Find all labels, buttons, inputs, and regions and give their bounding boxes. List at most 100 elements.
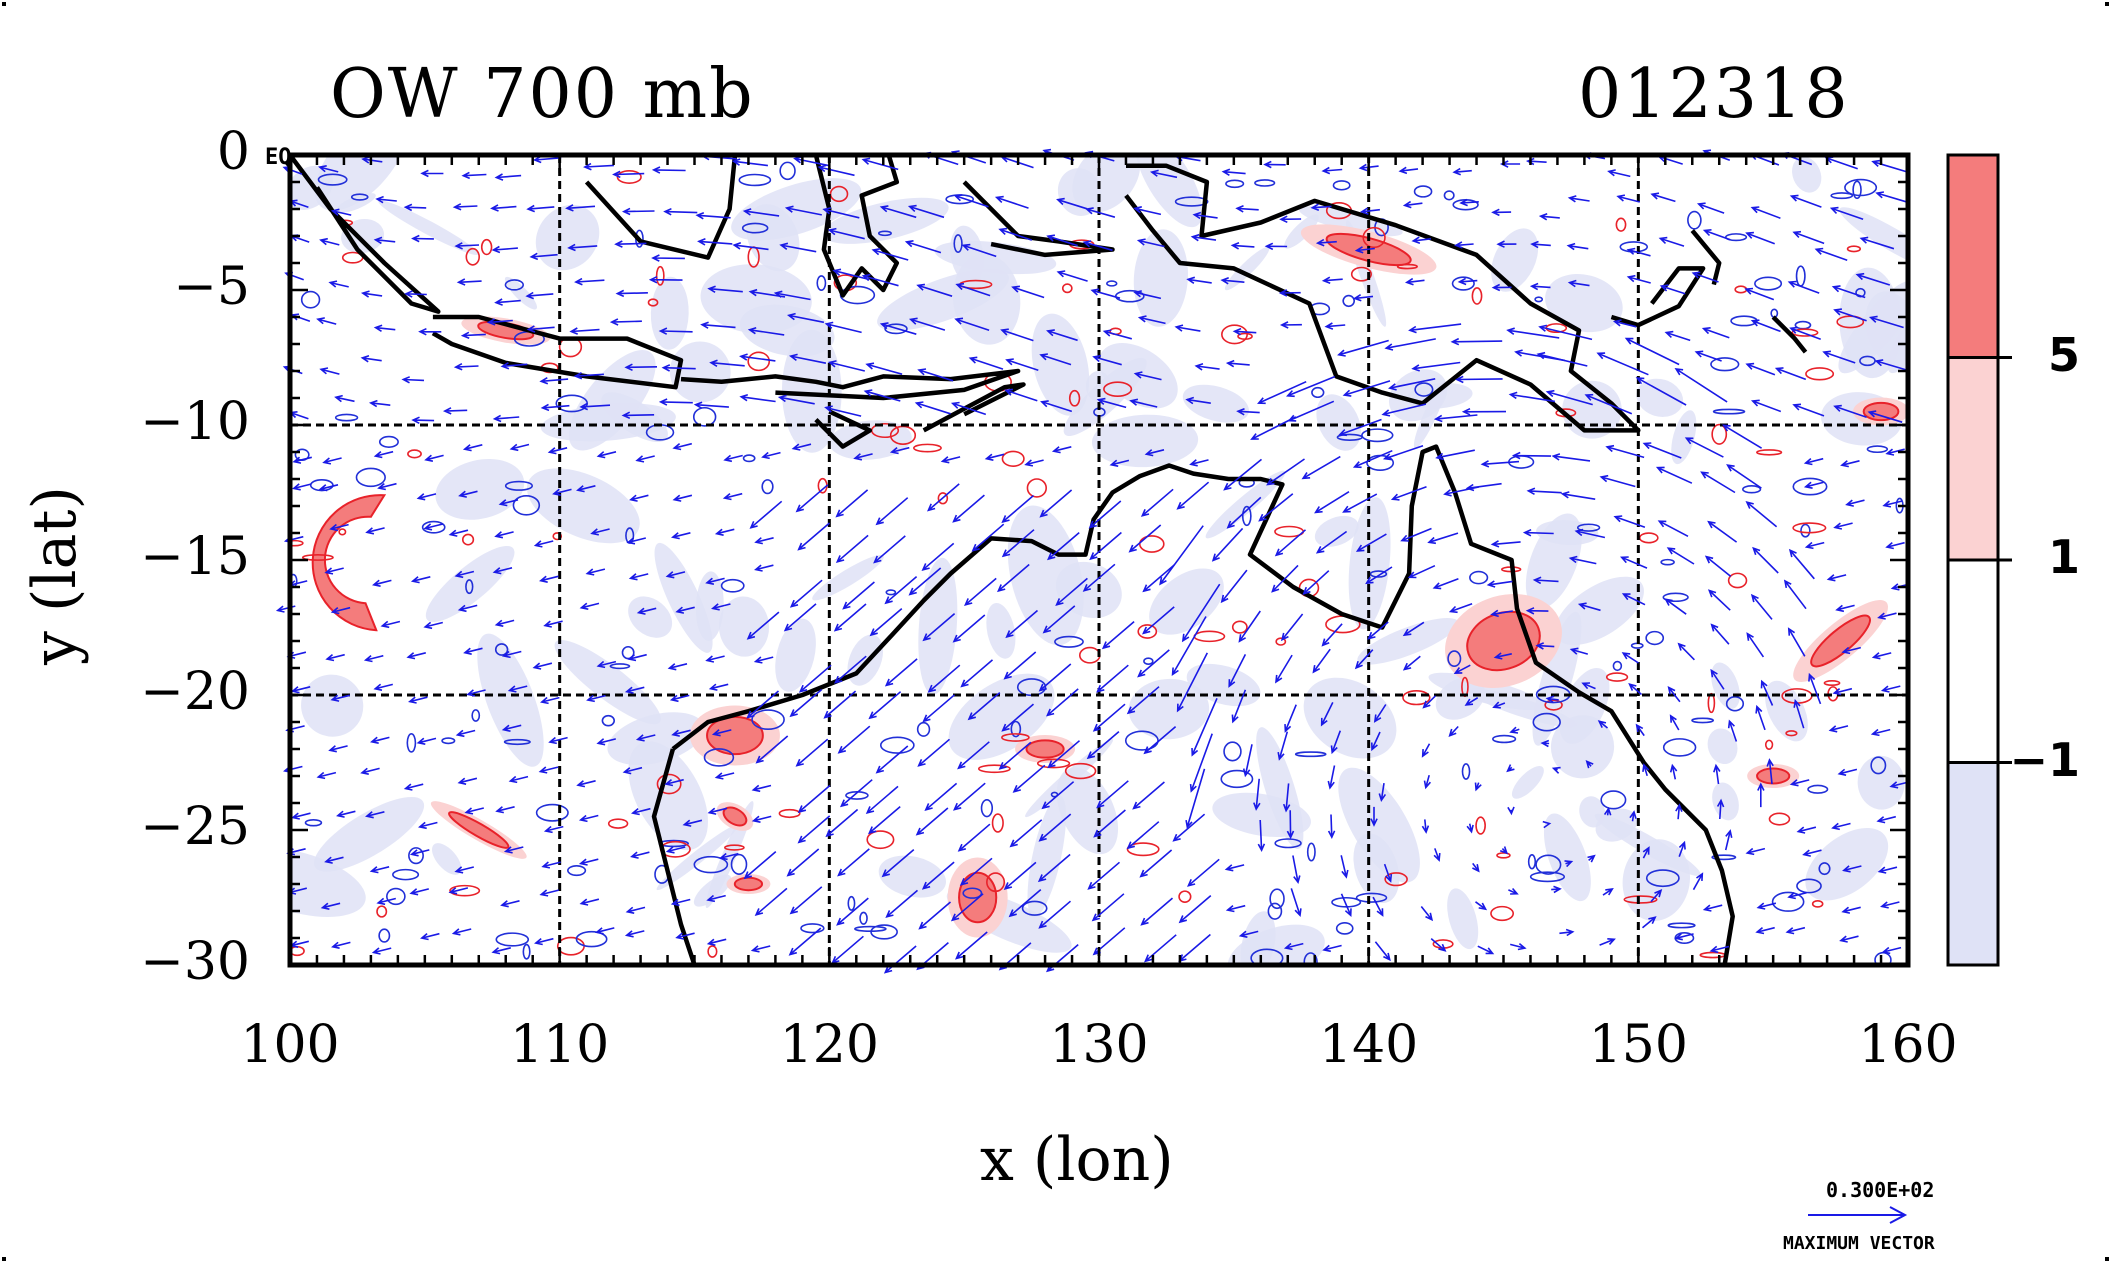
wind-vector (1003, 651, 1037, 680)
positive-contour (1061, 283, 1073, 294)
wind-vector (711, 603, 731, 611)
wind-vector (917, 738, 951, 767)
wind-vector (1136, 238, 1165, 248)
negative-contour (877, 230, 892, 237)
wind-vector (583, 162, 614, 171)
wind-vector (1569, 647, 1589, 655)
wind-vector (1875, 191, 1911, 204)
wind-vector (1472, 862, 1480, 873)
wind-vector (1280, 613, 1304, 642)
wind-vector (871, 248, 909, 261)
negative-contour (1725, 695, 1745, 712)
wind-vector (1187, 858, 1220, 887)
wind-vector (319, 237, 340, 246)
negative-ow-patch (1357, 618, 1459, 665)
wind-vector (1803, 457, 1824, 466)
wind-vector (824, 321, 862, 334)
strong-positive-ow (722, 806, 748, 827)
wind-vector (1171, 616, 1207, 676)
wind-vector (423, 621, 443, 630)
wind-vector (371, 947, 392, 955)
wind-vector (424, 454, 444, 462)
wind-vector (539, 575, 559, 583)
wind-vector (1674, 933, 1694, 941)
wind-vector (1845, 499, 1865, 507)
wind-vector (1567, 279, 1590, 288)
wind-vector (1232, 327, 1257, 336)
wind-vector (574, 277, 605, 286)
wind-vector (1324, 322, 1346, 330)
wind-vector (1496, 240, 1517, 248)
wind-vector (543, 825, 564, 834)
wind-vector (1185, 396, 1211, 405)
positive-contour (1231, 620, 1248, 634)
wind-vector (1785, 926, 1806, 935)
x-tick-label: 150 (1588, 1015, 1688, 1075)
x-tick-label: 140 (1319, 1015, 1419, 1075)
wind-vector (669, 694, 690, 703)
wind-vector (329, 523, 349, 532)
negative-ow-patch (1303, 677, 1397, 759)
wind-vector (373, 324, 396, 332)
wind-vector (525, 291, 554, 300)
wind-vector (1384, 338, 1436, 351)
wind-vector (789, 886, 823, 915)
wind-vector (751, 815, 772, 823)
wind-vector (369, 866, 390, 874)
wind-vector (406, 652, 426, 660)
strong-positive-ow (1756, 767, 1791, 785)
coastline (922, 382, 1026, 433)
wind-vector (614, 240, 647, 248)
positive-contour (937, 492, 949, 505)
wind-vector (853, 453, 873, 461)
positive-contour (1126, 842, 1160, 857)
wind-vector (665, 571, 686, 579)
wind-vector (1841, 906, 1861, 914)
wind-vector (628, 573, 649, 581)
wind-vector (1499, 846, 1509, 855)
wind-vector (884, 575, 918, 605)
negative-ow-patch (477, 633, 544, 767)
wind-vector (533, 540, 554, 548)
wind-vector (955, 282, 991, 297)
negative-contour (408, 847, 424, 865)
wind-vector (409, 849, 430, 857)
wind-vector (865, 362, 903, 375)
wind-vector (658, 398, 693, 406)
wind-vector (319, 367, 340, 375)
negative-contour (1645, 869, 1680, 888)
wind-vector (705, 577, 725, 585)
wind-vector (1596, 352, 1649, 376)
wind-vector (1176, 481, 1210, 510)
wind-vector (1374, 941, 1391, 962)
wind-vector (486, 318, 513, 326)
wind-vector (1448, 603, 1473, 614)
wind-vector (822, 207, 860, 219)
wind-vector (732, 242, 769, 251)
wind-vector (1587, 854, 1596, 863)
wind-vector (875, 497, 909, 526)
negative-ow-patch (669, 341, 731, 403)
negative-contour (1355, 892, 1388, 903)
wind-vector (1355, 533, 1387, 552)
positive-contour (1237, 332, 1253, 340)
negative-contour (1174, 196, 1209, 207)
wind-vector (1039, 489, 1073, 518)
wind-vector (960, 659, 994, 688)
negative-ow-patch (1712, 782, 1739, 821)
wind-vector (1352, 449, 1393, 469)
wind-vector (1056, 270, 1088, 282)
wind-vector (1877, 866, 1898, 874)
wind-vector (670, 898, 691, 907)
negative-ow-patch (950, 225, 984, 284)
wind-vector (777, 394, 815, 405)
wind-vector (953, 782, 986, 811)
wind-vector (1378, 782, 1387, 803)
wind-vector (1745, 501, 1778, 528)
wind-vector (1126, 821, 1160, 850)
wind-vector (754, 564, 774, 572)
positive-contour (1490, 905, 1515, 922)
negative-contour (1662, 738, 1697, 757)
negative-contour (601, 714, 616, 727)
negative-contour (512, 494, 541, 516)
